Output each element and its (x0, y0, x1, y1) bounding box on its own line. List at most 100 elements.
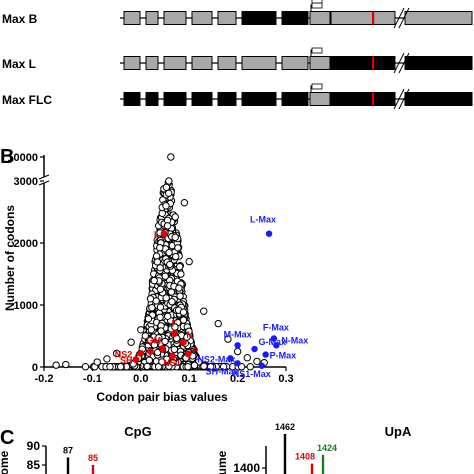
promoter-tag (311, 47, 323, 54)
codon-point (153, 348, 162, 357)
exon-block (145, 11, 159, 25)
codon-point-outlier (165, 177, 173, 185)
max-label-n-max: N-Max (281, 335, 308, 345)
codon-point-outlier (62, 360, 70, 369)
promoter-tag (311, 0, 323, 4)
codon-point (156, 285, 165, 293)
exon-block (123, 11, 141, 25)
y-tick-label: 3000 (14, 176, 38, 188)
gene-label-ns1: NS1 (163, 358, 181, 368)
codon-point-outlier (233, 347, 242, 356)
codon-point (156, 244, 164, 252)
upa-title: UpA (385, 424, 412, 439)
max-label-f-max: F-Max (263, 322, 289, 332)
codon-point (143, 362, 151, 371)
y-axis-break (38, 174, 50, 180)
promoter-tag (311, 83, 323, 90)
construct-b (120, 0, 473, 29)
max-label-ns1-max: NS1-Max (233, 369, 271, 379)
codon-point (163, 222, 172, 230)
x-tick-label: 0.0 (133, 373, 148, 385)
panel-c-bars: C CpG UpA ome ume 90 85 87 85 1400 1462 140814… (0, 422, 412, 474)
max-label-g-max: G-Max (259, 337, 287, 347)
codon-point (155, 334, 163, 342)
codon-point (141, 332, 150, 340)
exon-block (163, 11, 187, 25)
x-tick-label: -0.1 (83, 373, 102, 385)
codon-point-outlier (52, 361, 60, 369)
upa-ylabel: ume (215, 450, 229, 474)
x-tick-label: 0.2 (230, 373, 245, 385)
codon-point (179, 316, 188, 324)
exon-block (123, 56, 141, 70)
codon-point (179, 308, 188, 316)
codon-point-outlier (112, 349, 121, 358)
cpg-bar (91, 465, 95, 474)
codon-point-outlier (224, 335, 232, 343)
codon-point (166, 260, 174, 269)
codon-point (162, 294, 170, 302)
codon-point (165, 248, 173, 257)
codon-point (207, 363, 215, 371)
gene-point-l (160, 230, 168, 238)
codon-point (162, 183, 171, 192)
break-slash (393, 52, 405, 74)
gene-point-g (147, 348, 154, 355)
max-label-p-max: P-Max (270, 351, 297, 361)
x-tick-label: -0.2 (35, 373, 54, 385)
max-label-m-max: M-Max (224, 329, 252, 339)
upa-bar (283, 433, 287, 474)
panel-label-c: C (0, 427, 14, 449)
y-tick-label: 0 (32, 362, 38, 374)
upa-bar-value: 1462 (275, 422, 295, 432)
red-marker (372, 92, 375, 106)
codon-point-outlier (103, 355, 111, 363)
codon-point (157, 327, 165, 335)
gene-label-m: M (154, 335, 162, 345)
codon-point (164, 312, 172, 320)
codon-point-outlier (156, 264, 164, 272)
construct-l (120, 47, 473, 74)
gene-label-n: N (186, 330, 193, 340)
max-point-ns2-max (227, 355, 234, 362)
max-label-sh-max: SH-Max (206, 366, 239, 376)
max-label-l-max: L-Max (250, 215, 276, 225)
break-slash (398, 7, 410, 29)
small-gene-box (309, 56, 331, 70)
upa-bar-value: 1424 (317, 443, 337, 453)
codon-point (150, 276, 158, 285)
codon-point-outlier (162, 202, 170, 210)
codon-point (116, 363, 125, 371)
codon-point (184, 363, 192, 371)
gene-label-p: P (192, 346, 198, 356)
x-tick-label: 0.1 (182, 373, 197, 385)
panel-b-scatter: B Number of codons 0 1000 2000 3000 10000 -0.… (0, 146, 308, 404)
codon-point (106, 363, 114, 371)
cpg-ylabel: ome (0, 450, 11, 474)
gene-point-n (179, 338, 187, 346)
codon-point (246, 363, 255, 371)
gene-label-g: G (146, 336, 153, 346)
codon-point-outlier (243, 354, 251, 362)
codon-point (170, 345, 179, 354)
exon-block (281, 11, 309, 25)
codon-point (144, 315, 153, 323)
max-point-sh-max (234, 360, 241, 367)
y-tick-label: 2000 (14, 238, 38, 250)
gene-point-m (159, 345, 166, 352)
codon-point-outlier (200, 307, 208, 315)
gene-label-f: F (172, 319, 178, 329)
break-slash (398, 52, 410, 74)
codon-point-outlier (253, 357, 261, 366)
gene-label-sh: SH (120, 356, 133, 366)
small-gene-box (309, 92, 331, 106)
cpg-bar (66, 457, 70, 474)
exon-block (163, 56, 187, 70)
l-gene-block-left (330, 56, 396, 70)
exon-block (241, 92, 277, 106)
max-point-ns1-max (258, 362, 265, 369)
codon-point-outlier (167, 153, 175, 161)
y-tick-label: 10000 (7, 152, 38, 164)
codon-point (146, 336, 154, 344)
